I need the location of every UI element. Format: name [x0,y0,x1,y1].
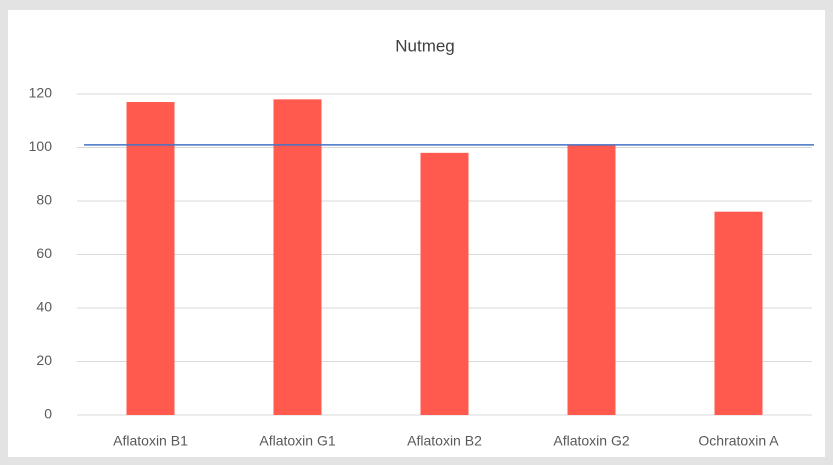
y-tick-label: 0 [44,406,52,422]
bar [420,152,469,415]
bar [273,99,322,415]
x-tick-label: Aflatoxin B2 [407,433,482,449]
x-tick-label: Aflatoxin G1 [259,433,335,449]
y-tick-label: 40 [36,299,52,315]
y-tick-label: 80 [36,192,52,208]
x-tick-label: Aflatoxin B1 [113,433,188,449]
y-tick-label: 60 [36,245,52,261]
x-tick-label: Ochratoxin A [698,433,779,449]
y-tick-label: 20 [36,352,52,368]
bar [714,211,763,415]
chart-title: Nutmeg [395,36,455,55]
bar [126,102,175,416]
y-tick-label: 120 [29,85,53,101]
x-tick-label: Aflatoxin G2 [553,433,629,449]
y-tick-label: 100 [29,138,53,154]
bar [567,144,616,415]
